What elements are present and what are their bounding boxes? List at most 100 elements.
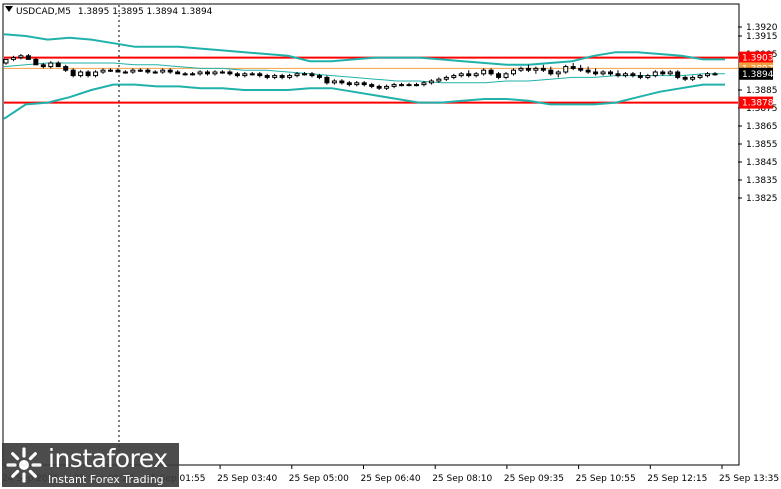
x-tick-label: 25 Sep 10:55 [576, 474, 636, 484]
x-tick-label: 25 Sep 08:10 [432, 474, 492, 484]
x-tick-label: 25 Sep 06:40 [361, 474, 421, 484]
candle-body [249, 73, 255, 76]
candle-body [316, 75, 322, 78]
candles [3, 54, 718, 90]
current-price-tag-bg [739, 67, 773, 80]
candle-body [257, 73, 263, 77]
symbol-label: USDCAD,M5 [16, 7, 71, 17]
candle-body [100, 69, 106, 73]
y-tick-label: 1.3825 [746, 194, 778, 204]
candle-body [18, 55, 24, 59]
candle-body [436, 78, 442, 82]
candle-body [361, 82, 367, 86]
candle-body [510, 69, 516, 75]
x-tick-label: 25 Sep 09:35 [504, 474, 564, 484]
candle-body [570, 66, 576, 69]
candle-body [10, 57, 16, 60]
level-tag-bg [739, 51, 773, 64]
candle-body [309, 73, 315, 77]
candle-body [488, 69, 494, 75]
candle-body [175, 71, 181, 75]
candle-body [219, 71, 225, 74]
candle-body [682, 76, 688, 80]
y-tick-label: 1.3865 [746, 122, 778, 132]
candle-body [346, 82, 352, 86]
candle-body [354, 82, 360, 86]
y-tick-label: 1.3915 [746, 32, 778, 42]
candle-body [78, 71, 84, 77]
candle-body [33, 58, 39, 66]
y-tick-label: 1.3835 [746, 176, 778, 186]
candle-body [421, 82, 427, 86]
candle-body [302, 73, 308, 76]
candle-body [399, 84, 405, 87]
candle-body [675, 71, 681, 78]
candle-body [85, 71, 91, 77]
candle-body [406, 84, 412, 87]
candle-body [376, 85, 382, 89]
candle-body [130, 69, 136, 73]
candle-body [234, 73, 240, 77]
candle-body [458, 73, 464, 77]
candle-body [93, 71, 99, 77]
candle-body [548, 69, 554, 75]
current-price-tag: 1.3894 [742, 70, 774, 80]
candle-body [384, 85, 390, 89]
candle-body [331, 80, 337, 84]
candle-body [697, 75, 703, 78]
candle-body [63, 66, 69, 71]
candle-body [518, 67, 524, 71]
candle-body [167, 69, 173, 73]
candle-body [600, 71, 606, 75]
candle-body [712, 73, 718, 76]
candle-body [563, 66, 569, 73]
candle-body [197, 71, 203, 75]
candle-body [287, 75, 293, 78]
candle-body [533, 67, 539, 71]
candle-body [473, 73, 479, 77]
candle-body [585, 69, 591, 73]
y-tick-label: 1.3885 [746, 86, 778, 96]
candle-body [652, 71, 658, 77]
candle-body [152, 71, 158, 74]
candle-body [227, 71, 233, 75]
instaforex-watermark: instaforex Instant Forex Trading [2, 443, 179, 487]
candle-body [40, 64, 46, 68]
ohlc-label: 1.3895 1.3895 1.3894 1.3894 [78, 7, 213, 17]
candle-body [428, 80, 434, 84]
candle-body [242, 73, 248, 77]
candle-body [466, 73, 472, 77]
candle-body [122, 71, 128, 74]
candle-body [443, 76, 449, 80]
candle-body [593, 71, 599, 75]
candle-body [608, 71, 614, 75]
x-tick-label: 25 Sep 05:00 [289, 474, 349, 484]
candle-body [637, 75, 643, 78]
candle-body [48, 62, 54, 68]
candle-body [137, 69, 143, 72]
upper-band-line [3, 33, 725, 66]
candle-body [25, 55, 31, 60]
candle-body [555, 71, 561, 75]
candle-body [615, 73, 621, 77]
x-tick-label: 25 Sep 03:40 [217, 474, 277, 484]
candle-body [645, 75, 651, 78]
lower-band-line [3, 83, 725, 120]
plot-frame [2, 3, 740, 466]
candle-body [496, 73, 502, 78]
candle-body [107, 69, 113, 72]
instaforex-logo-icon [6, 447, 42, 483]
middle-band-line [3, 62, 725, 84]
candle-body [705, 73, 711, 77]
candle-body [190, 73, 196, 76]
candle-body [264, 75, 270, 78]
candle-body [622, 73, 628, 77]
collapse-arrow-icon[interactable] [5, 6, 13, 12]
chart-header: USDCAD,M5 1.3895 1.3895 1.3894 1.3894 [16, 7, 213, 17]
candle-body [324, 76, 330, 84]
candle-body [391, 84, 397, 87]
candle-body [279, 75, 285, 78]
candle-body [369, 84, 375, 87]
